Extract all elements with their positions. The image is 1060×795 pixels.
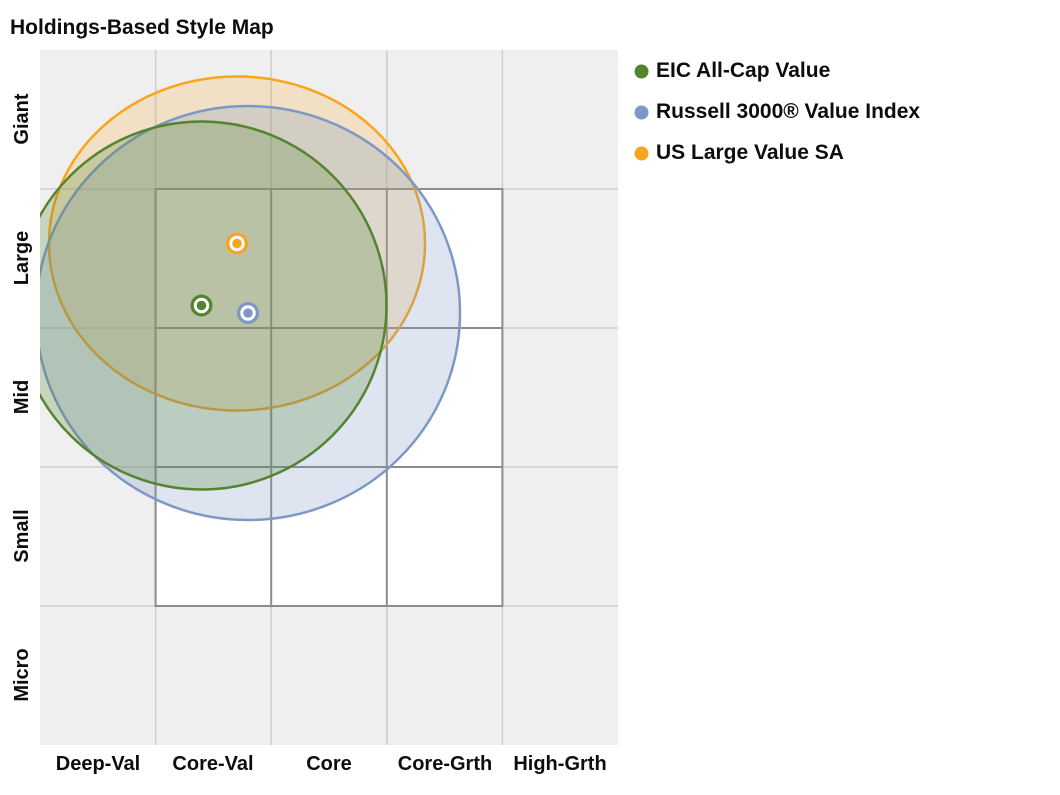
- legend-label: US Large Value SA: [656, 141, 844, 164]
- x-axis-label-core: Core: [306, 753, 352, 775]
- y-axis-label-small: Small: [11, 509, 33, 563]
- marker-core: [196, 300, 207, 311]
- legend-item-russell-3000-value: Russell 3000® Value Index: [634, 98, 920, 126]
- inner-style-box: [154, 188, 504, 607]
- y-axis-label-micro: Micro: [11, 648, 33, 702]
- x-axis-label-core-grth: Core-Grth: [397, 753, 493, 775]
- legend-item-us-large-value-sa: US Large Value SA: [634, 139, 920, 167]
- legend-label: Russell 3000® Value Index: [656, 100, 921, 123]
- legend-dot-icon: [634, 64, 649, 78]
- legend-item-eic-all-cap-value: EIC All-Cap Value: [634, 57, 920, 85]
- x-axis-label-deep-val: Deep-Val: [55, 753, 141, 775]
- centroid-marker-us-large-value-sa: [226, 232, 248, 255]
- legend: EIC All-Cap Value Russell 3000® Value In…: [634, 57, 920, 180]
- legend-dot-icon: [634, 105, 649, 119]
- x-axis-label-high-grth: High-Grth: [513, 753, 607, 775]
- marker-core: [243, 308, 253, 318]
- legend-dot: [634, 146, 649, 160]
- marker-core: [232, 238, 242, 249]
- zone-ellipse-eic-all-cap-value: [40, 120, 388, 491]
- chart-title: Holdings-Based Style Map: [10, 16, 274, 39]
- inner-box-rect: [154, 188, 504, 607]
- legend-dot-icon: [634, 146, 649, 160]
- legend-dot: [634, 105, 649, 119]
- zone-ellipses: [40, 75, 462, 522]
- inner-grid-lines: [155, 189, 503, 606]
- legend-label: EIC All-Cap Value: [656, 59, 831, 82]
- y-axis-label-large: Large: [11, 230, 33, 286]
- style-map-plot: [40, 50, 618, 745]
- y-axis-label-giant: Giant: [11, 93, 33, 145]
- x-axis-label-core-val: Core-Val: [172, 753, 254, 775]
- centroid-marker-russell-3000-value: [237, 302, 259, 324]
- legend-dot: [634, 64, 649, 78]
- y-axis-label-mid: Mid: [11, 379, 33, 415]
- centroid-marker-eic-all-cap-value: [190, 294, 213, 317]
